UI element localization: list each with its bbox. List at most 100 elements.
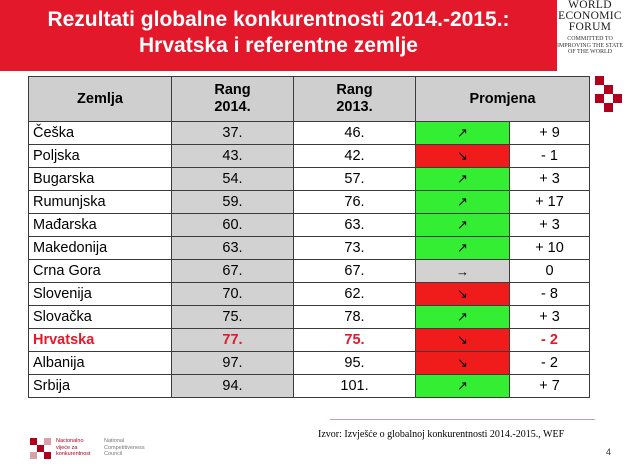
- row-rank-2013: 57.: [293, 167, 416, 191]
- row-change: - 2: [509, 351, 590, 375]
- row-change: + 10: [509, 236, 590, 260]
- table-body: Češka 37. 46. ↗ + 9 Poljska 43. 42. ↘ - 1 Bugarska…: [28, 121, 590, 398]
- table-row: Hrvatska 77. 75. ↘ - 2: [28, 328, 590, 352]
- trend-arrow-icon: ↗: [415, 374, 510, 398]
- row-country: Rumunjska: [28, 190, 172, 214]
- row-rank-2013: 73.: [293, 236, 416, 260]
- nvk-name-en: National Competitiveness Council: [104, 438, 145, 458]
- row-rank-2013: 42.: [293, 144, 416, 168]
- wef-logo-line1: WORLD: [568, 0, 612, 11]
- trend-arrow-icon: ↗: [415, 121, 510, 145]
- trend-arrow-icon: ↗: [415, 190, 510, 214]
- page-number: 4: [606, 447, 612, 457]
- header-rank-2014-line1: Rang: [214, 82, 251, 98]
- wef-logo-line2: ECONOMIC: [558, 10, 622, 22]
- row-country: Makedonija: [28, 236, 172, 260]
- row-rank-2013: 46.: [293, 121, 416, 145]
- source-divider: [330, 419, 595, 420]
- row-rank-2014: 94.: [171, 374, 294, 398]
- row-rank-2014: 60.: [171, 213, 294, 237]
- row-rank-2014: 77.: [171, 328, 294, 352]
- nvk-name-en-3: Council: [104, 451, 123, 457]
- table-row: Rumunjska 59. 76. ↗ + 17: [28, 190, 590, 214]
- nvk-mark-icon: [30, 438, 51, 459]
- table-row: Mađarska 60. 63. ↗ + 3: [28, 213, 590, 237]
- row-change: + 3: [509, 213, 590, 237]
- page-title: Rezultati globalne konkurentnosti 2014.-…: [47, 8, 510, 31]
- title-banner: Rezultati globalne konkurentnosti 2014.-…: [0, 0, 557, 71]
- trend-arrow-icon: ↘: [415, 328, 510, 352]
- trend-arrow-icon: ↘: [415, 144, 510, 168]
- decorative-square-icon: [604, 85, 613, 94]
- nvk-name-hr-3: konkurentnost: [56, 451, 91, 457]
- table-row: Crna Gora 67. 67. → 0: [28, 259, 590, 283]
- decorative-square-icon: [604, 103, 613, 112]
- row-country: Slovenija: [28, 282, 172, 306]
- trend-arrow-icon: ↗: [415, 213, 510, 237]
- source-note: Izvor: Izvješće o globalnoj konkurentnos…: [318, 429, 565, 440]
- trend-arrow-icon: ↗: [415, 305, 510, 329]
- row-change: + 3: [509, 167, 590, 191]
- row-change: + 17: [509, 190, 590, 214]
- row-country: Poljska: [28, 144, 172, 168]
- wef-tagline-3: OF THE WORLD: [567, 49, 613, 55]
- row-country: Crna Gora: [28, 259, 172, 283]
- row-rank-2014: 43.: [171, 144, 294, 168]
- nvk-name-hr-1: Nacionalno: [56, 438, 84, 444]
- table-row: Bugarska 54. 57. ↗ + 3: [28, 167, 590, 191]
- row-rank-2013: 95.: [293, 351, 416, 375]
- decorative-square-icon: [595, 94, 604, 103]
- row-rank-2014: 59.: [171, 190, 294, 214]
- table-row: Slovenija 70. 62. ↘ - 8: [28, 282, 590, 306]
- header-rank-2013: Rang 2013.: [293, 76, 416, 122]
- decorative-square-icon: [613, 94, 622, 103]
- row-rank-2014: 67.: [171, 259, 294, 283]
- row-rank-2014: 70.: [171, 282, 294, 306]
- wef-tagline-2: IMPROVING THE STATE: [556, 42, 624, 49]
- row-change: + 7: [509, 374, 590, 398]
- row-rank-2013: 101.: [293, 374, 416, 398]
- row-country: Bugarska: [28, 167, 172, 191]
- ranking-table: Zemlja Rang 2014. Rang 2013. Promjena Če…: [28, 76, 590, 398]
- row-rank-2014: 75.: [171, 305, 294, 329]
- header-change: Promjena: [415, 76, 590, 122]
- row-rank-2013: 67.: [293, 259, 416, 283]
- page-subtitle: Hrvatska i referentne zemlje: [139, 34, 418, 57]
- row-country: Češka: [28, 121, 172, 145]
- row-rank-2014: 97.: [171, 351, 294, 375]
- trend-arrow-icon: ↗: [415, 236, 510, 260]
- wef-logo: WORLD ECONOMIC FORUM COMMITTED TO IMPROV…: [555, 0, 625, 76]
- table-row: Slovačka 75. 78. ↗ + 3: [28, 305, 590, 329]
- nvk-logo: Nacionalno vijeće za konkurentnost Natio…: [30, 436, 160, 464]
- row-country: Albanija: [28, 351, 172, 375]
- row-rank-2013: 75.: [293, 328, 416, 352]
- row-country: Slovačka: [28, 305, 172, 329]
- header-rank-2014-line2: 2014.: [214, 99, 251, 115]
- row-change: - 1: [509, 144, 590, 168]
- row-change: 0: [509, 259, 590, 283]
- table-row: Srbija 94. 101. ↗ + 7: [28, 374, 590, 398]
- table-header-row: Zemlja Rang 2014. Rang 2013. Promjena: [28, 76, 590, 122]
- row-rank-2014: 54.: [171, 167, 294, 191]
- table-row: Poljska 43. 42. ↘ - 1: [28, 144, 590, 168]
- trend-arrow-icon: ↘: [415, 282, 510, 306]
- trend-arrow-icon: ↘: [415, 351, 510, 375]
- nvk-name-hr-2: vijeće za: [56, 444, 78, 451]
- row-country: Hrvatska: [28, 328, 172, 352]
- row-change: - 8: [509, 282, 590, 306]
- wef-tagline-1: COMMITTED TO: [567, 36, 613, 42]
- row-change: - 2: [509, 328, 590, 352]
- trend-arrow-icon: →: [415, 259, 510, 283]
- row-rank-2014: 63.: [171, 236, 294, 260]
- nvk-name-en-2: Competitiveness: [104, 444, 145, 451]
- table-row: Albanija 97. 95. ↘ - 2: [28, 351, 590, 375]
- row-rank-2013: 76.: [293, 190, 416, 214]
- row-country: Srbija: [28, 374, 172, 398]
- row-rank-2013: 63.: [293, 213, 416, 237]
- nvk-name-en-1: National: [104, 438, 125, 444]
- row-rank-2013: 62.: [293, 282, 416, 306]
- header-country: Zemlja: [28, 76, 172, 122]
- row-change: + 3: [509, 305, 590, 329]
- header-rank-2013-line1: Rang: [336, 82, 373, 98]
- row-rank-2014: 37.: [171, 121, 294, 145]
